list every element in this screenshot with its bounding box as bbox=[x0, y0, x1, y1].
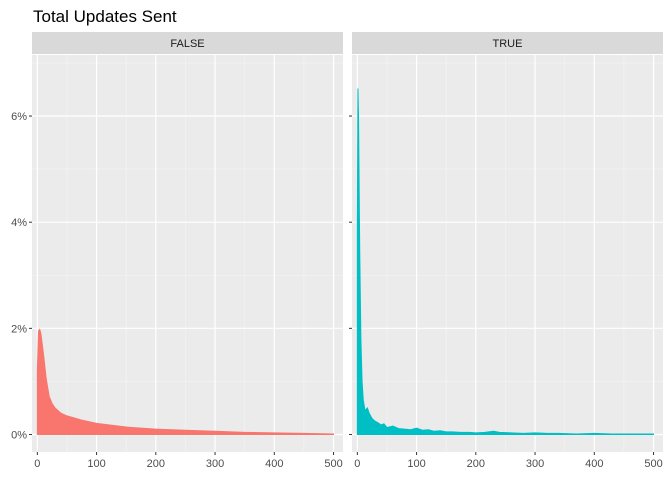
x-tick-label: 300 bbox=[206, 458, 224, 470]
x-tick-label: 300 bbox=[526, 458, 544, 470]
x-tick-label: 500 bbox=[644, 458, 662, 470]
density-area-true bbox=[356, 88, 655, 435]
x-tick-label: 100 bbox=[87, 458, 105, 470]
x-tick-label: 100 bbox=[407, 458, 425, 470]
facet-panel-false: FALSE 0 100 200 300 400 500 0% 2% 4% 6% bbox=[11, 32, 343, 470]
y-tick-label: 2% bbox=[11, 323, 27, 335]
y-tick-label: 0% bbox=[11, 429, 27, 441]
x-tick-label: 0 bbox=[354, 458, 360, 470]
facet-strip bbox=[32, 32, 343, 54]
facet-strip bbox=[352, 32, 663, 54]
panel-background bbox=[352, 55, 663, 452]
facet-panel-true: TRUE 0 100 200 300 400 500 bbox=[349, 32, 663, 470]
x-tick-label: 400 bbox=[265, 458, 283, 470]
x-tick-label: 0 bbox=[34, 458, 40, 470]
y-tick-label: 6% bbox=[11, 111, 27, 123]
facet-strip-label: TRUE bbox=[493, 38, 523, 50]
x-tick-label: 200 bbox=[467, 458, 485, 470]
plot-layer: FALSE 0 100 200 300 400 500 0% 2% 4% 6% TRUE 0 100 200… bbox=[11, 32, 663, 470]
x-tick-label: 200 bbox=[147, 458, 165, 470]
density-area-false bbox=[36, 328, 335, 435]
panel-background bbox=[32, 55, 343, 452]
chart-title: Total Updates Sent bbox=[33, 7, 177, 26]
x-tick-label: 500 bbox=[324, 458, 342, 470]
y-tick-label: 4% bbox=[11, 217, 27, 229]
x-tick-label: 400 bbox=[585, 458, 603, 470]
facet-strip-label: FALSE bbox=[170, 38, 204, 50]
